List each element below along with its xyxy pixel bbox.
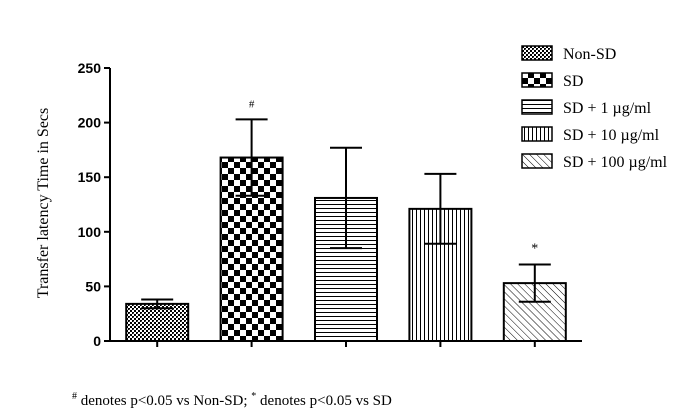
y-axis-label: Transfer latency Time in Secs xyxy=(35,108,52,299)
legend-swatch xyxy=(521,45,553,61)
legend: Non-SD SD SD + 1 µg/ml SD + 10 µg/ml SD + 10… xyxy=(521,45,668,171)
legend-label: SD + 10 µg/ml xyxy=(563,127,660,144)
legend-swatch xyxy=(521,99,553,115)
bar xyxy=(219,156,284,342)
legend-label: SD xyxy=(563,73,583,90)
significance-mark: # xyxy=(249,98,255,110)
footnote-mark-hash: # xyxy=(72,391,77,402)
footnote-text-2: denotes p<0.05 vs SD xyxy=(256,393,392,409)
footnote: # denotes p<0.05 vs Non-SD; * denotes p<… xyxy=(72,391,392,410)
bar xyxy=(125,302,190,343)
error-bars xyxy=(141,118,551,310)
y-axis: 0 50 100 150 200 250 xyxy=(78,60,111,349)
legend-swatch xyxy=(521,72,553,88)
legend-label: Non-SD xyxy=(563,46,616,63)
y-tick-label: 200 xyxy=(78,115,102,131)
y-tick-label: 250 xyxy=(78,60,102,76)
y-tick-label: 0 xyxy=(93,333,101,349)
legend-swatch xyxy=(521,126,553,142)
significance-marks: #* xyxy=(249,98,538,256)
legend-label: SD + 100 µg/ml xyxy=(563,154,668,171)
footnote-mark-star: * xyxy=(251,391,257,402)
significance-mark: * xyxy=(531,242,538,257)
legend-label: SD + 1 µg/ml xyxy=(563,100,652,117)
legend-swatch xyxy=(521,153,553,169)
footnote-text-1: denotes p<0.05 vs Non-SD; xyxy=(77,393,252,409)
y-tick-label: 100 xyxy=(78,224,102,240)
y-tick-label: 150 xyxy=(78,169,102,185)
y-tick-label: 50 xyxy=(85,278,101,294)
